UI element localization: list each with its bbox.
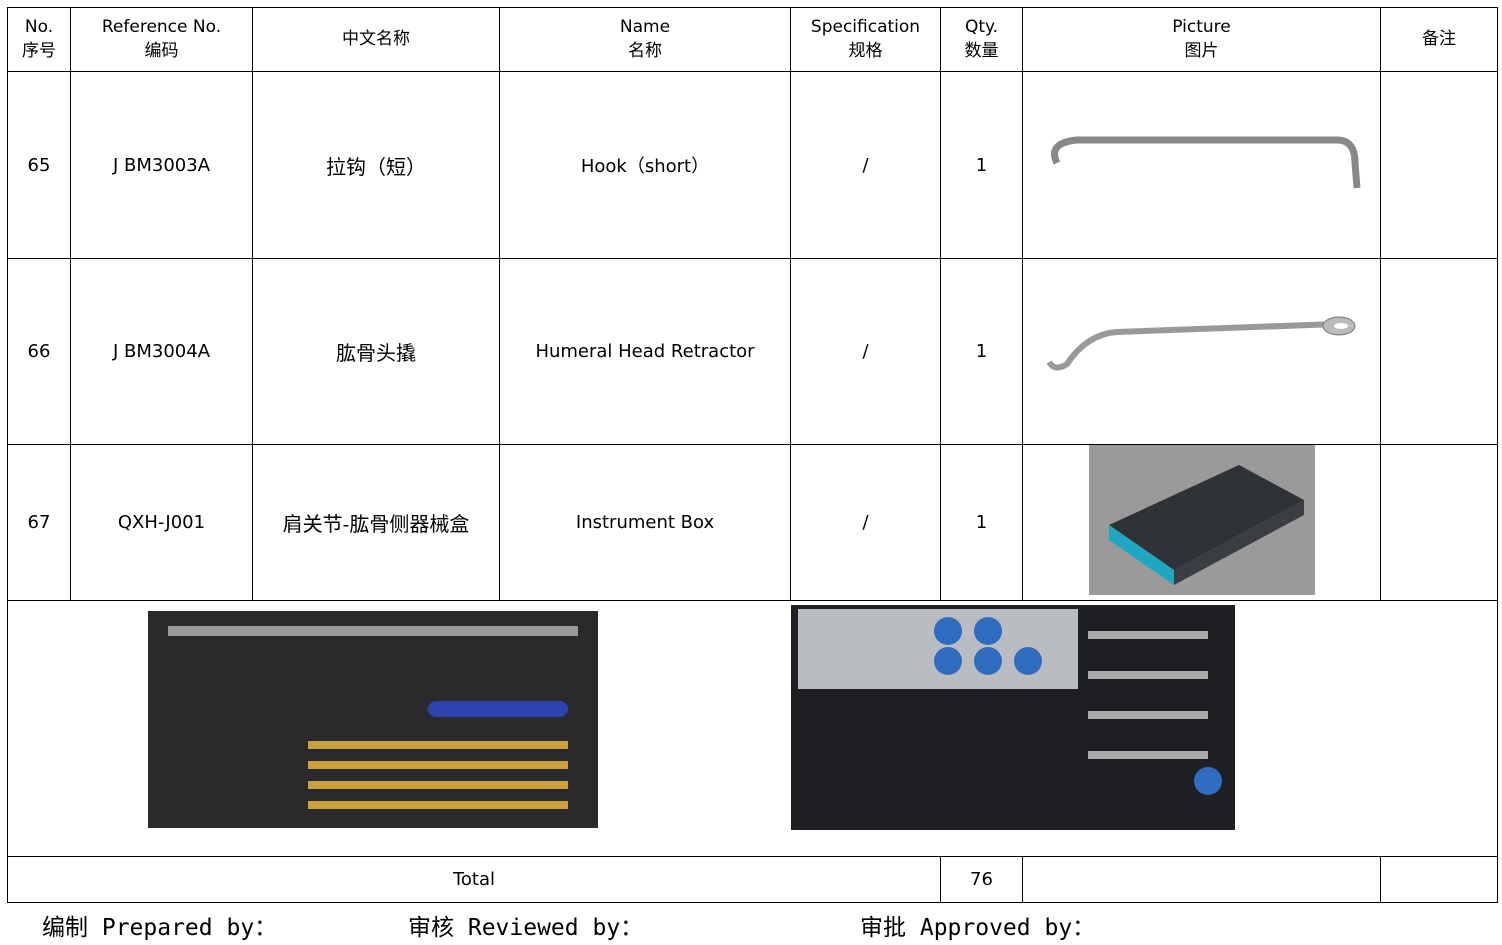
total-row: Total 76 xyxy=(7,856,1498,903)
cell: / xyxy=(790,258,941,445)
cell: 1 xyxy=(940,444,1023,601)
approved-by: 审批 Approved by： xyxy=(860,915,1096,941)
cell: / xyxy=(790,71,941,259)
cell: 1 xyxy=(940,71,1023,259)
total-label: Total xyxy=(7,856,941,903)
cell: Hook（short） xyxy=(499,71,791,259)
cell: 拉钩（短） xyxy=(252,71,500,259)
header-text: Specification xyxy=(810,16,921,37)
cell xyxy=(1380,444,1498,601)
box-image xyxy=(1088,445,1315,595)
header-cell: Reference No. 编码 xyxy=(70,7,253,72)
header-text: 数量 xyxy=(964,40,999,61)
header-row: No. 序号 Reference No. 编码 中文名称 Name 名称 Specif… xyxy=(7,7,1498,72)
header-text: Reference No. xyxy=(101,16,222,37)
cell: Humeral Head Retractor xyxy=(499,258,791,445)
cell: 肩关节-肱骨侧器械盒 xyxy=(252,444,500,601)
hook-image xyxy=(1050,136,1360,188)
header-cell: Specification 规格 xyxy=(790,7,941,72)
photo-row xyxy=(7,600,1498,857)
header-cell: Picture 图片 xyxy=(1022,7,1381,72)
cell: QXH-J001 xyxy=(70,444,253,601)
item-row: 67 QXH-J001 肩关节-肱骨侧器械盒 Instrument Box / … xyxy=(7,444,1498,601)
picture-cell xyxy=(1022,444,1381,601)
cell: 肱骨头撬 xyxy=(252,258,500,445)
header-text: 序号 xyxy=(22,40,56,61)
retractor-image xyxy=(1045,316,1355,371)
tray-photos xyxy=(148,605,1235,830)
photo-cell xyxy=(7,600,1498,857)
header-text: 编码 xyxy=(144,40,179,61)
cell: 1 xyxy=(940,258,1023,445)
header-cell: Name 名称 xyxy=(499,7,791,72)
header-cell: 备注 xyxy=(1380,7,1498,72)
header-text: Name xyxy=(619,16,671,37)
header-cell: 中文名称 xyxy=(252,7,500,72)
cell: J BM3003A xyxy=(70,71,253,259)
item-row: 65 J BM3003A 拉钩（短） Hook（short） / 1 xyxy=(7,71,1498,259)
cell: J BM3004A xyxy=(70,258,253,445)
prepared-by: 编制 Prepared by： xyxy=(42,915,278,941)
header-text: Qty. xyxy=(964,16,999,37)
header-cell: Qty. 数量 xyxy=(940,7,1023,72)
picture-cell xyxy=(1022,71,1381,259)
header-text: 中文名称 xyxy=(342,28,410,49)
cell: 66 xyxy=(7,258,71,445)
footer: 编制 Prepared by： 审核 Reviewed by： 审批 Appro… xyxy=(0,900,1502,945)
item-row: 66 J BM3004A 肱骨头撬 Humeral Head Retractor… xyxy=(7,258,1498,445)
cell: Instrument Box xyxy=(499,444,791,601)
picture-cell xyxy=(1022,258,1381,445)
cell xyxy=(1380,71,1498,259)
header-text: Picture xyxy=(1172,16,1231,37)
cell: 65 xyxy=(7,71,71,259)
total-value: 76 xyxy=(940,856,1023,903)
cell xyxy=(1380,856,1498,903)
parts-table: No. 序号 Reference No. 编码 中文名称 Name 名称 Specif… xyxy=(7,7,1498,903)
cell xyxy=(1380,258,1498,445)
cell: 67 xyxy=(7,444,71,601)
header-text: 图片 xyxy=(1184,40,1219,61)
header-text: 名称 xyxy=(628,40,662,61)
header-cell: No. 序号 xyxy=(7,7,71,72)
header-text: 备注 xyxy=(1422,28,1456,49)
reviewed-by: 审核 Reviewed by： xyxy=(408,915,644,941)
cell xyxy=(1022,856,1381,903)
header-text: 规格 xyxy=(848,40,883,61)
cell: / xyxy=(790,444,941,601)
header-text: No. xyxy=(24,16,54,37)
